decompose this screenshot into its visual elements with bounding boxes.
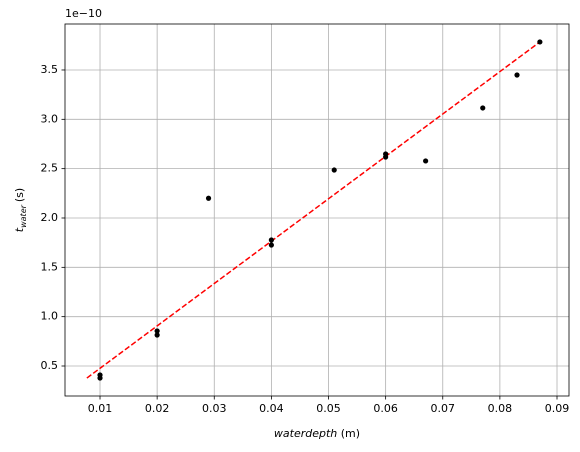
x-tick-label: 0.03 bbox=[202, 402, 227, 415]
y-tick-label: 1.0 bbox=[41, 310, 59, 323]
point bbox=[383, 154, 389, 160]
y-tick-label: 2.0 bbox=[41, 211, 59, 224]
y-label-symbol: t bbox=[13, 227, 26, 232]
x-tick-label: 0.07 bbox=[431, 402, 456, 415]
y-label-unit: (s) bbox=[13, 188, 26, 202]
point bbox=[154, 328, 160, 334]
x-tick-label: 0.05 bbox=[316, 402, 341, 415]
point bbox=[205, 195, 212, 201]
x-axis-label: waterdepth (m) bbox=[274, 427, 360, 440]
offset-text: 1e−10 bbox=[65, 7, 102, 20]
y-tick-label: 1.5 bbox=[41, 260, 59, 273]
x-tick-label: 0.02 bbox=[145, 402, 170, 415]
y-label-subscript: water bbox=[19, 204, 28, 228]
y-tick-label: 3.5 bbox=[41, 63, 59, 76]
point bbox=[268, 242, 274, 248]
fit-line bbox=[86, 41, 541, 379]
y-axis-label: twater (s) bbox=[13, 188, 28, 232]
point bbox=[268, 237, 274, 243]
x-label-italic: waterdepth bbox=[274, 427, 337, 440]
x-tick-label: 0.09 bbox=[545, 402, 570, 415]
x-tick-label: 0.06 bbox=[373, 402, 398, 415]
y-tick-label: 3.0 bbox=[41, 112, 59, 125]
y-tick-label: 0.5 bbox=[41, 359, 59, 372]
point bbox=[423, 158, 429, 164]
x-label-unit: (m) bbox=[341, 427, 360, 440]
y-tick-label: 2.5 bbox=[41, 162, 59, 175]
x-tick-label: 0.04 bbox=[259, 402, 284, 415]
x-tick-label: 0.08 bbox=[488, 402, 513, 415]
point bbox=[480, 105, 486, 111]
point bbox=[331, 167, 337, 173]
point bbox=[537, 39, 543, 45]
plot-frame bbox=[64, 23, 570, 397]
point bbox=[97, 375, 103, 381]
point bbox=[154, 332, 160, 338]
point bbox=[514, 72, 520, 78]
x-tick-label: 0.01 bbox=[88, 402, 113, 415]
